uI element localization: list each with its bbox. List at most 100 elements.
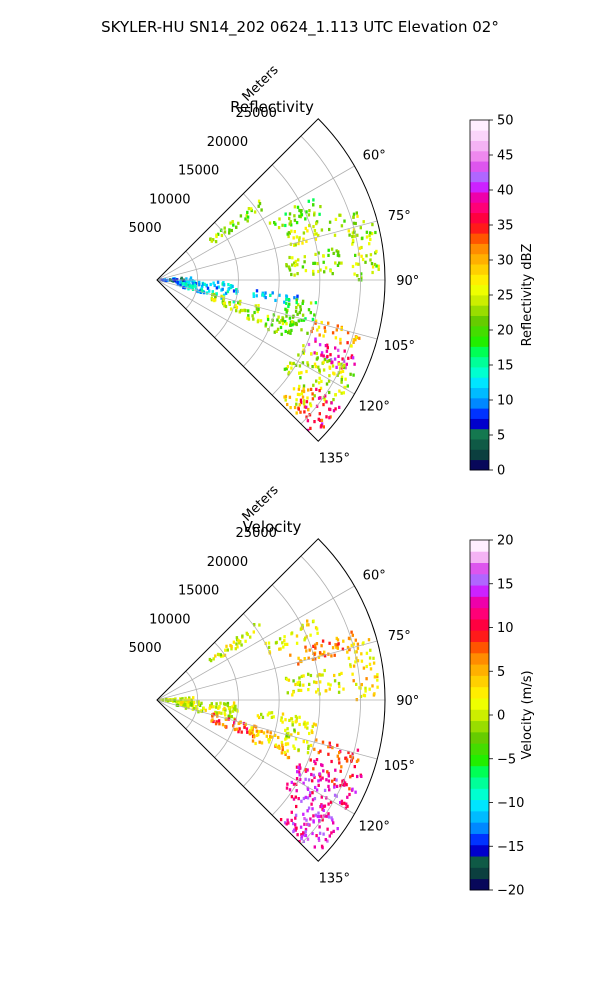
echo-gate [189,276,193,280]
echo-gate [306,229,309,233]
echo-gate [291,720,294,725]
echo-gate [322,769,325,773]
azimuth-tick-label: 135° [319,451,350,466]
echo-gate [304,833,308,838]
echo-gate [287,678,291,682]
echo-gate [305,415,308,419]
echo-gate [232,704,235,708]
echo-region [285,763,357,822]
echo-gate [289,406,292,410]
echo-region [268,198,322,230]
echo-gate [243,725,246,729]
echo-gate [237,221,240,225]
echo-gate [364,260,367,264]
echo-gate [219,701,222,705]
echo-gate [321,763,324,768]
colorbar-tick-label: −5 [497,752,516,767]
echo-gate [228,228,231,232]
echo-gate [271,735,274,739]
echo-gate [290,328,293,332]
echo-gate [376,673,379,677]
echo-gate [261,715,265,719]
echo-gate [226,648,229,652]
echo-gate [287,370,291,374]
echo-gate [372,656,375,660]
echo-gate [356,659,360,663]
echo-gate [293,218,297,222]
echo-gate [287,331,290,335]
echo-gate [277,226,281,230]
echo-gate [338,751,341,755]
echo-gate [330,759,333,764]
echo-gate [335,365,338,369]
echo-gate [258,202,262,206]
echo-gate [356,748,360,752]
echo-gate [315,379,318,383]
echo-gate [265,734,268,738]
radial-tick-label: 15000 [178,164,219,179]
echo-gate [309,301,313,305]
echo-gate [333,653,336,657]
echo-gate [312,383,315,387]
echo-gate [330,816,333,820]
echo-gate [220,711,223,715]
echo-gate [261,293,265,297]
echo-gate [355,682,358,686]
echo-gate [329,800,333,804]
echo-gate [327,745,330,749]
echo-gate [220,294,223,298]
echo-gate [314,657,317,661]
echo-gate [253,623,256,627]
echo-gate [306,726,309,730]
echo-gate [291,693,294,697]
echo-gate [266,317,270,322]
colorbar-tick-label: 5 [497,429,505,444]
echo-gate [296,296,299,300]
colorbar-segment [470,449,489,461]
colorbar-tick-label: 45 [497,149,514,164]
echo-gate [304,217,307,221]
echo-gate [285,734,288,738]
echo-gate [290,362,294,366]
azimuth-gridline [156,585,355,701]
echo-gate [306,623,309,627]
echo-gate [338,213,341,217]
echo-gate [290,818,293,822]
echo-gate [318,831,322,835]
echo-gate [338,672,341,677]
echo-gate [210,702,213,706]
echo-gate [184,706,188,710]
echo-gate [308,209,311,213]
colorbar-tick-label: 15 [497,577,514,592]
echo-gate [285,677,289,681]
echo-gate [306,786,309,790]
colorbar-segment [470,295,489,306]
echo-gate [347,356,350,360]
echo-gate [349,754,352,758]
echo-gate [307,388,310,392]
echo-gate [312,814,315,818]
echo-gate [213,283,216,288]
echo-gate [298,238,301,242]
echo-gate [303,720,306,724]
echo-gate [339,341,342,345]
sector-frame [156,118,386,442]
echo-gate [335,249,338,253]
echo-gate [375,264,378,268]
echo-gate [317,779,320,783]
colorbar-label: Velocity (m/s) [520,670,535,759]
colorbar-segment [470,397,489,409]
echo-gate [311,365,314,369]
colorbar-segment [470,408,489,419]
echo-gate [237,721,240,725]
echo-gate [260,208,263,212]
echo-gate [247,317,251,321]
echo-gate [354,660,357,664]
echo-gate [246,219,249,223]
echo-gate [183,699,187,703]
echo-gate [181,282,184,286]
echo-gate [295,411,298,415]
echo-gate [185,700,189,704]
echo-gate [301,395,305,399]
echo-gate [322,804,325,808]
